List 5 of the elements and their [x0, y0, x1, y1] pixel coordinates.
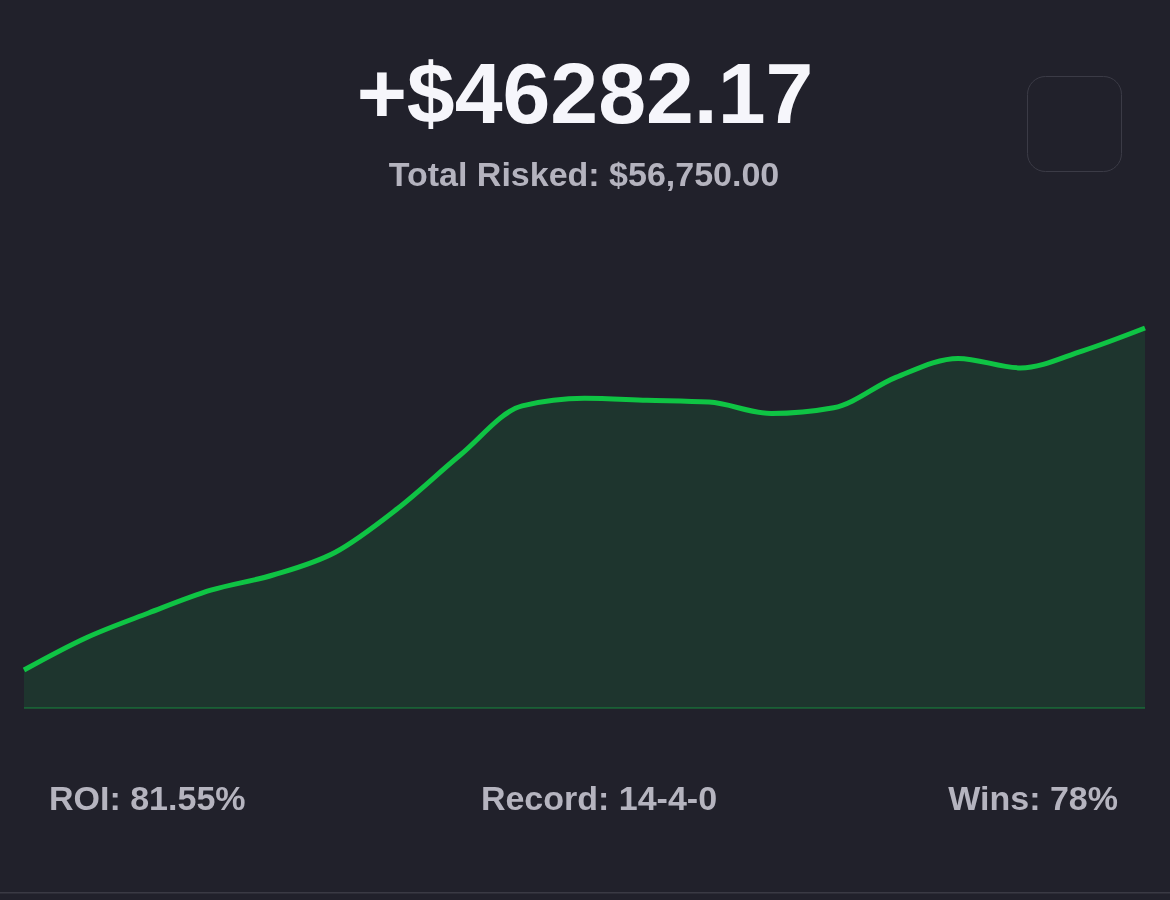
text: Record: 14-4-0	[480, 779, 718, 817]
text: Wins: 78%	[948, 779, 1118, 817]
chart-title: +$46282.17	[356, 45, 814, 141]
text: ROI: 81.55%	[49, 779, 246, 817]
chart-subtitle: Total Risked: $56,750.00	[388, 155, 780, 193]
